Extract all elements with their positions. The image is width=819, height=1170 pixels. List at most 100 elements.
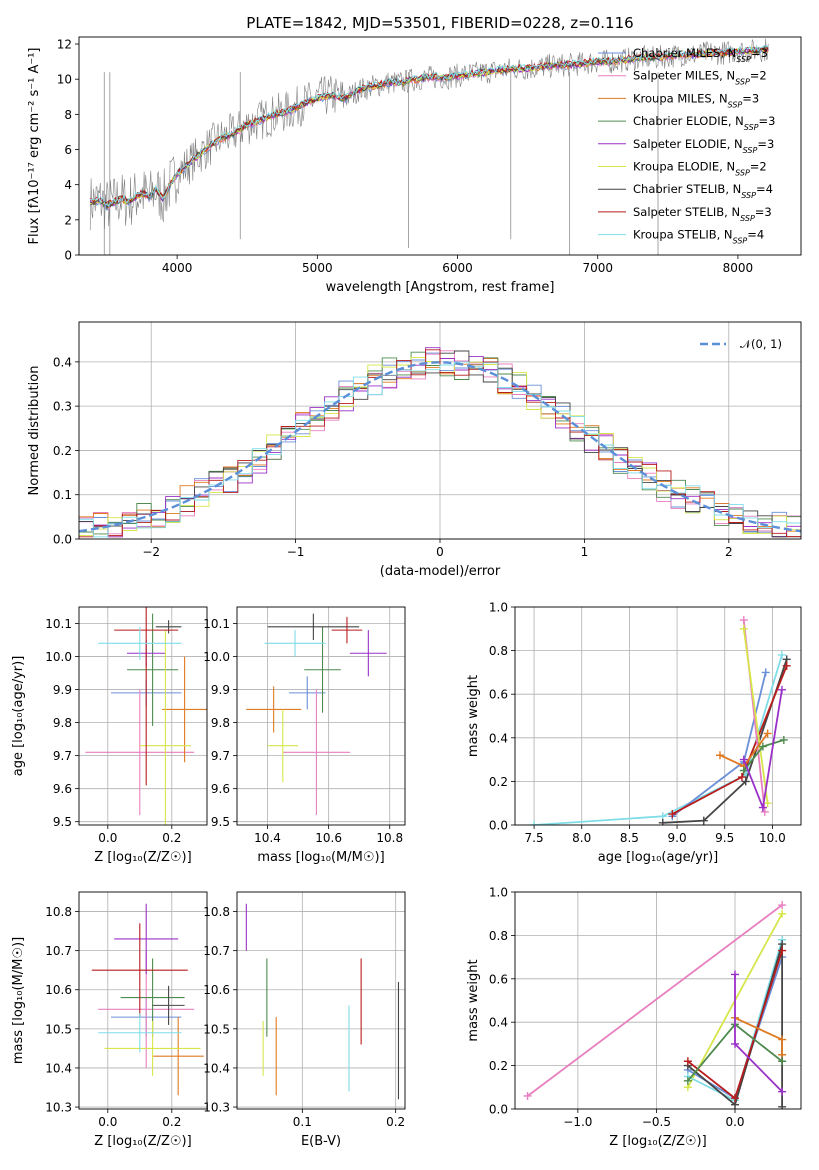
y-tick-label: 0 bbox=[64, 249, 72, 263]
legend-text: Salpeter MILES, N bbox=[633, 69, 735, 83]
weight-line-chabrier-stelib bbox=[662, 659, 788, 824]
axes-frame bbox=[236, 606, 406, 826]
plot-area bbox=[91, 903, 204, 1096]
legend-subscript: SSP bbox=[735, 168, 750, 177]
x-tick-label: 10.8 bbox=[376, 831, 403, 845]
x-axis-label: Z [log₁₀(Z/Z☉)] bbox=[94, 1134, 191, 1149]
y-tick-label: 9.9 bbox=[53, 683, 72, 697]
normal-curve bbox=[79, 361, 801, 533]
weight-line-kroupa-elodie bbox=[742, 628, 769, 804]
y-tick-label: 8 bbox=[64, 108, 72, 122]
legend-entry: Kroupa ELODIE, NSSP=2 bbox=[633, 160, 767, 178]
x-tick-label: 0.2 bbox=[162, 1115, 181, 1129]
x-axis-label: (data-model)/error bbox=[380, 564, 501, 579]
weight-marker-salpeter-elodie bbox=[731, 970, 739, 979]
y-axis-label: Flux [fλ10⁻¹⁷ erg cm⁻² s⁻¹ A⁻¹] bbox=[27, 48, 42, 245]
mass-vs-extinction-panel: 0.1 0.2 10.3 10.4 10.5 10.6 10.7 10.8 E(B-V) bbox=[203, 891, 406, 1149]
y-axis-label: age [log₁₀(age/yr)] bbox=[11, 656, 26, 777]
grid bbox=[237, 607, 405, 825]
y-tick-label: 10.6 bbox=[203, 983, 230, 997]
histogram-chabrier-elodie bbox=[79, 351, 801, 538]
y-tick-label: 9.7 bbox=[53, 749, 72, 763]
age-vs-mass-panel: 10.4 10.6 10.8 9.5 9.6 9.7 9.8 9.9 10.0 10.1 mass … bbox=[203, 606, 406, 865]
y-tick-label: 6 bbox=[64, 143, 72, 157]
y-tick-label: 2 bbox=[64, 213, 72, 227]
y-tick-label: 9.7 bbox=[211, 749, 230, 763]
mass-weight-vs-age-panel: 7.5 8.0 8.5 9.0 9.5 10.0 0.0 0.2 0.4 0.6 0.8 1.0 age… bbox=[466, 601, 802, 865]
weight-marker-salpeter-elodie bbox=[778, 1087, 787, 1096]
legend-entry: Chabrier STELIB, NSSP=4 bbox=[633, 182, 773, 200]
x-tick-label: 9.5 bbox=[715, 831, 734, 845]
x-tick-label: −0.5 bbox=[642, 1115, 671, 1129]
weight-marker-kroupa-stelib bbox=[530, 821, 539, 825]
y-tick-label: 10.5 bbox=[203, 1022, 230, 1036]
weight-line-kroupa-stelib bbox=[534, 654, 783, 825]
y-tick-label: 9.8 bbox=[211, 716, 230, 730]
mass-vs-metallicity-panel: 0.0 0.2 10.3 10.4 10.5 10.6 10.7 10.8 Z [log₁₀(Z… bbox=[11, 891, 208, 1149]
histogram-kroupa-stelib bbox=[79, 361, 801, 538]
x-axis-label: E(B-V) bbox=[301, 1134, 341, 1149]
y-tick-label: 0.0 bbox=[489, 1103, 508, 1117]
weight-marker-kroupa-miles bbox=[778, 1035, 787, 1044]
weight-marker-salpeter-stelib bbox=[737, 773, 746, 782]
legend-count: =4 bbox=[756, 182, 773, 196]
y-tick-label: 10.0 bbox=[203, 650, 230, 664]
weight-marker-chabrier-stelib bbox=[778, 1102, 787, 1109]
x-axis-label: Z [log₁₀(Z/Z☉)] bbox=[94, 850, 191, 865]
y-tick-label: 1.0 bbox=[489, 886, 508, 900]
figure-title: PLATE=1842, MJD=53501, FIBERID=0228, z=0… bbox=[246, 14, 633, 32]
y-tick-label: 10.8 bbox=[203, 905, 230, 919]
legend-entry: Salpeter MILES, NSSP=2 bbox=[633, 69, 767, 87]
y-tick-label: 10.1 bbox=[45, 617, 72, 631]
x-axis-label: wavelength [Angstrom, rest frame] bbox=[326, 280, 555, 295]
y-tick-label: 10.7 bbox=[45, 944, 72, 958]
y-tick-label: 1.0 bbox=[489, 601, 508, 615]
legend-text: Salpeter STELIB, N bbox=[633, 205, 740, 219]
y-tick-label: 10.4 bbox=[45, 1061, 72, 1075]
weight-marker-kroupa-elodie bbox=[763, 799, 772, 808]
x-tick-label: 6000 bbox=[442, 261, 473, 275]
x-tick-label: 8000 bbox=[723, 261, 754, 275]
weight-marker-kroupa-elodie bbox=[778, 909, 787, 918]
legend-subscript: SSP bbox=[736, 55, 751, 64]
y-tick-label: 10.7 bbox=[203, 944, 230, 958]
y-tick-label: 9.6 bbox=[53, 782, 72, 796]
weight-marker-kroupa-elodie bbox=[739, 624, 748, 633]
axes-frame bbox=[78, 891, 208, 1110]
x-axis-label: age [log₁₀(age/yr)] bbox=[598, 850, 719, 865]
y-tick-label: 10.4 bbox=[203, 1061, 230, 1075]
y-tick-label: 10.1 bbox=[203, 617, 230, 631]
y-axis-label: mass [log₁₀(M/M☉)] bbox=[11, 937, 26, 1064]
weight-marker-kroupa-miles bbox=[715, 751, 724, 760]
x-axis-label: Z [log₁₀(Z/Z☉)] bbox=[609, 1134, 706, 1149]
legend-count: =3 bbox=[757, 137, 774, 151]
x-tick-label: 0.0 bbox=[98, 1115, 117, 1129]
y-tick-label: 10.0 bbox=[45, 650, 72, 664]
y-tick-label: 0.4 bbox=[489, 731, 508, 745]
y-tick-label: 0.3 bbox=[53, 400, 72, 414]
legend-count: =2 bbox=[750, 69, 767, 83]
weight-marker-chabrier-miles bbox=[761, 668, 770, 677]
weight-marker-salpeter-stelib bbox=[778, 946, 787, 955]
y-tick-label: 0.0 bbox=[53, 533, 72, 547]
axes-frame bbox=[514, 891, 802, 1110]
y-tick-label: 9.5 bbox=[53, 815, 72, 829]
x-tick-label: 0.0 bbox=[98, 831, 117, 845]
legend-subscript: SSP bbox=[743, 145, 758, 154]
weight-marker-chabrier-elodie bbox=[779, 735, 788, 744]
weight-marker-kroupa-stelib bbox=[777, 650, 786, 659]
plot-area bbox=[89, 38, 769, 255]
weight-marker-chabrier-elodie bbox=[778, 1057, 787, 1066]
x-tick-label: 7.5 bbox=[525, 831, 544, 845]
x-tick-label: 0.0 bbox=[725, 1115, 744, 1129]
legend-entry: 𝒩(0, 1) bbox=[740, 337, 782, 351]
y-tick-label: 10.6 bbox=[45, 983, 72, 997]
weight-marker-salpeter-elodie bbox=[777, 685, 786, 694]
plot-area bbox=[530, 616, 791, 825]
histogram-salpeter-stelib bbox=[79, 349, 801, 538]
y-tick-label: 0.2 bbox=[489, 775, 508, 789]
weight-marker-salpeter-miles bbox=[523, 1091, 532, 1100]
x-tick-label: −1.0 bbox=[563, 1115, 592, 1129]
legend-count: =3 bbox=[759, 114, 776, 128]
